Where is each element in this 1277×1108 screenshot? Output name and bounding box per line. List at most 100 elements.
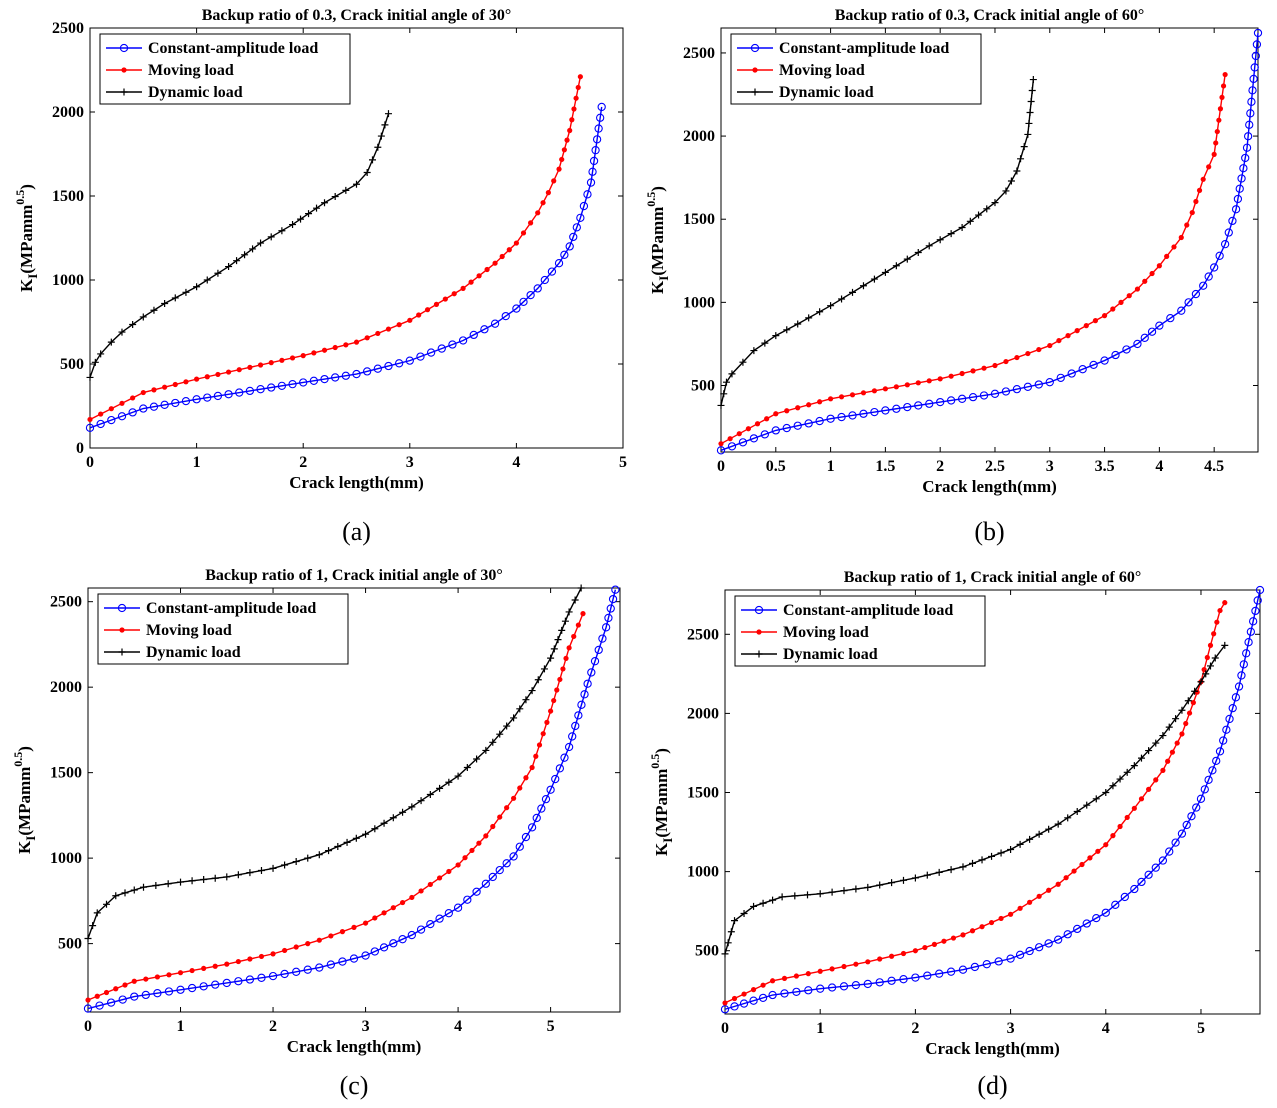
data-point	[1152, 739, 1160, 747]
data-point	[482, 746, 490, 754]
data-point	[353, 180, 360, 188]
data-point	[563, 655, 569, 661]
data-point	[103, 989, 110, 996]
y-axis-label-subscript: I	[25, 274, 40, 279]
data-point	[139, 404, 148, 413]
data-point	[741, 991, 747, 997]
x-tick-label: 3	[1046, 458, 1054, 475]
data-point	[876, 881, 884, 889]
data-point	[547, 654, 555, 662]
data-point	[561, 147, 567, 153]
data-point	[399, 899, 406, 906]
data-point	[849, 392, 856, 398]
data-point	[979, 391, 989, 400]
data-point	[377, 132, 385, 140]
data-point	[267, 233, 275, 241]
x-tick-label: 4	[1155, 458, 1163, 475]
data-point	[911, 874, 919, 882]
chart-title: Backup ratio of 0.3, Crack initial angle…	[202, 7, 512, 24]
data-point	[768, 990, 777, 1000]
data-point	[528, 687, 536, 695]
y-tick-label: 2000	[50, 679, 82, 696]
data-point	[586, 178, 596, 187]
data-point	[212, 963, 218, 969]
data-point	[551, 697, 557, 704]
data-point	[160, 400, 169, 409]
data-point	[176, 985, 185, 994]
legend-label: Moving load	[148, 62, 234, 79]
data-point	[576, 213, 585, 222]
legend-label: Constant-amplitude load	[146, 600, 316, 617]
data-point	[490, 319, 500, 328]
data-point	[343, 342, 349, 348]
data-point	[1214, 128, 1220, 135]
data-point	[483, 833, 489, 839]
data-point	[596, 113, 605, 122]
y-tick-label: 1500	[52, 188, 84, 205]
data-point	[131, 978, 137, 984]
data-point	[235, 958, 241, 965]
data-point	[325, 847, 333, 855]
data-point	[1082, 919, 1091, 928]
data-point	[267, 383, 276, 392]
y-axis-label: KI(MPamm0.5)	[644, 186, 671, 294]
data-point	[416, 312, 422, 318]
data-point	[247, 364, 253, 370]
data-point	[1206, 164, 1212, 170]
data-point	[1089, 360, 1098, 370]
data-point	[1213, 140, 1219, 146]
data-point	[455, 862, 461, 868]
data-point	[892, 262, 900, 270]
data-point	[1182, 820, 1191, 830]
data-point	[960, 932, 966, 938]
data-point	[804, 986, 813, 995]
data-point	[396, 322, 402, 328]
data-point	[946, 396, 956, 405]
data-point	[1228, 216, 1237, 226]
data-point	[407, 930, 416, 940]
data-point	[472, 887, 481, 896]
y-tick-label: 2000	[52, 104, 84, 121]
data-point	[947, 230, 955, 238]
data-point	[554, 687, 560, 693]
x-tick-label: 5	[619, 454, 627, 471]
data-point	[371, 825, 379, 833]
data-point	[851, 980, 861, 990]
x-tick-label: 2.5	[985, 458, 1005, 475]
data-point	[1171, 244, 1177, 250]
data-point	[1186, 710, 1193, 716]
data-point	[424, 307, 431, 313]
data-point	[1124, 814, 1130, 821]
data-point	[1211, 151, 1217, 157]
data-point	[1063, 875, 1069, 881]
data-point	[937, 376, 943, 382]
data-point	[899, 876, 907, 884]
data-point	[211, 980, 220, 989]
data-point	[1116, 775, 1124, 783]
data-point	[981, 365, 987, 371]
y-tick-label: 500	[691, 377, 715, 394]
data-point	[551, 178, 557, 184]
data-point	[727, 436, 733, 442]
data-point	[364, 335, 370, 341]
data-point	[203, 393, 212, 402]
data-point	[837, 412, 846, 422]
data-point	[1183, 720, 1189, 727]
data-point	[1165, 723, 1173, 731]
data-point	[462, 855, 468, 861]
data-point	[859, 282, 867, 290]
data-point	[1252, 40, 1262, 49]
data-point	[1237, 671, 1246, 680]
data-point	[572, 223, 581, 232]
data-point	[268, 971, 278, 981]
data-point	[535, 210, 541, 216]
data-point	[1211, 631, 1217, 637]
data-point	[597, 102, 606, 112]
data-point	[979, 924, 985, 930]
data-point	[93, 909, 101, 917]
data-point	[594, 645, 603, 655]
data-point	[280, 969, 289, 979]
data-point	[1140, 333, 1149, 342]
data-point	[1147, 327, 1157, 336]
data-point	[1110, 306, 1116, 312]
